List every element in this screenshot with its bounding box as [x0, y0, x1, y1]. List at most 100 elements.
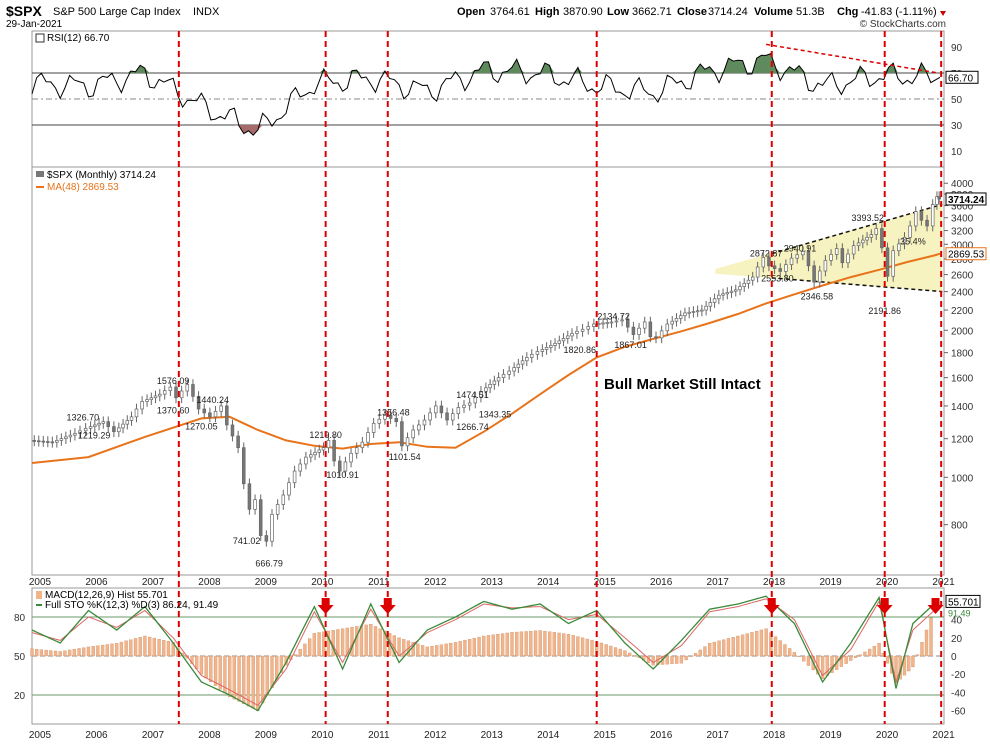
macd-hist-bar [491, 634, 495, 657]
candle-body [456, 407, 461, 415]
price-label: 1010.91 [326, 470, 359, 480]
macd-hist-bar [124, 640, 128, 657]
candle-body [174, 386, 178, 399]
candle-body [654, 336, 658, 339]
ma-legend: MA(48) 2869.53 [47, 182, 119, 193]
candle-body [287, 482, 291, 496]
macd-hist-bar [364, 624, 368, 657]
macd-hist-bar [298, 649, 302, 657]
price-label: 1356.48 [377, 408, 410, 418]
rsi-line [31, 53, 941, 136]
candle-body [818, 270, 822, 283]
candle-body [708, 302, 713, 307]
macd-hist-bar [820, 655, 825, 679]
candle-body [292, 470, 297, 484]
candle-body [366, 432, 370, 443]
macd-hist-bar [242, 655, 246, 704]
macd-hist-bar [675, 655, 679, 664]
candle-body [605, 322, 610, 324]
price-label: 2191.86 [868, 306, 901, 316]
high-label: High [535, 6, 560, 18]
macd-hist-bar [529, 630, 533, 657]
macd-hist-bar [336, 629, 340, 657]
candle-body [411, 429, 415, 439]
macd-x-tick-label: 2008 [198, 730, 221, 741]
candle-body [937, 196, 941, 200]
candle-body [422, 419, 427, 426]
candle-body [258, 499, 263, 536]
price-x-tick-label: 2020 [876, 577, 899, 588]
price-tick-label: 3600 [951, 202, 974, 213]
candle-body [897, 243, 901, 252]
macd-hist-bar [105, 644, 109, 657]
macd-hist-bar [740, 634, 745, 657]
candle-body [50, 441, 55, 444]
candle-body [112, 426, 116, 433]
macd-x-tick-label: 2006 [85, 730, 108, 741]
macd-x-tick-label: 2014 [537, 730, 560, 741]
candle-body [566, 335, 570, 339]
watermark: © StockCharts.com [860, 19, 946, 30]
candle-body [202, 408, 206, 414]
macd-hist-bar [915, 654, 920, 657]
candle-body [761, 257, 766, 268]
candle-body [467, 402, 472, 406]
candle-body [772, 265, 777, 269]
macd-x-tick-label: 2015 [594, 730, 617, 741]
candle-body [516, 363, 521, 368]
macd-hist-bar [797, 655, 801, 657]
candle-body [196, 396, 201, 410]
macd-hist-bar [613, 647, 618, 657]
macd-tick-label: 20 [951, 634, 963, 645]
macd-x-tick-label: 2012 [424, 730, 447, 741]
candle-body [704, 305, 708, 311]
candle-body [806, 251, 811, 267]
candle-body [78, 430, 82, 434]
macd-hist-bar [510, 632, 514, 657]
candle-body [140, 401, 144, 410]
candle-body [925, 219, 929, 227]
macd-hist-bar [907, 655, 911, 672]
sto-k-line [31, 595, 936, 712]
candle-body [275, 504, 280, 515]
candle-body [121, 423, 125, 429]
candle-body [721, 293, 725, 296]
macd-hist-bar [755, 630, 759, 657]
candle-body [129, 416, 134, 421]
sto-legend: Full STO %K(12,3) %D(3) 86.24, 91.49 [45, 600, 219, 611]
macd-x-tick-label: 2019 [819, 730, 842, 741]
ma-last-tag [945, 247, 987, 261]
low-label: Low [607, 6, 629, 18]
macd-hist-bar [505, 632, 509, 657]
candle-body [874, 228, 878, 235]
macd-hist-bar [209, 655, 213, 682]
candle-body [445, 412, 449, 421]
candle-body [801, 251, 805, 256]
macd-hist-bar [345, 627, 349, 657]
macd-hist-bar [49, 650, 53, 657]
macd-hist-bar [444, 643, 448, 657]
candle-body [738, 286, 742, 291]
macd-x-tick-label: 2020 [876, 730, 899, 741]
rsi-legend-icon [35, 33, 45, 43]
candle-body [338, 460, 342, 472]
macd-hist-bar [270, 655, 274, 689]
candle-body [544, 347, 549, 350]
macd-hist-bar [402, 639, 406, 657]
macd-hist-bar [449, 642, 453, 657]
candle-body [41, 440, 46, 443]
macd-hist-bar [369, 624, 373, 657]
candle-body [488, 384, 492, 389]
macd-hist-bar [665, 655, 669, 665]
candle-body [332, 440, 336, 462]
sto-tick-label: 20 [14, 691, 26, 702]
candle-body [484, 387, 488, 392]
macd-tick-label: 0 [951, 652, 957, 663]
macd-hist-bar [707, 643, 712, 657]
candle-body [434, 405, 438, 414]
macd-hist-bar [359, 625, 364, 657]
macd-x-tick-label: 2021 [932, 730, 955, 741]
candle-body [750, 276, 755, 281]
candle-body [417, 424, 421, 431]
volume-value: 51.3B [796, 6, 825, 18]
